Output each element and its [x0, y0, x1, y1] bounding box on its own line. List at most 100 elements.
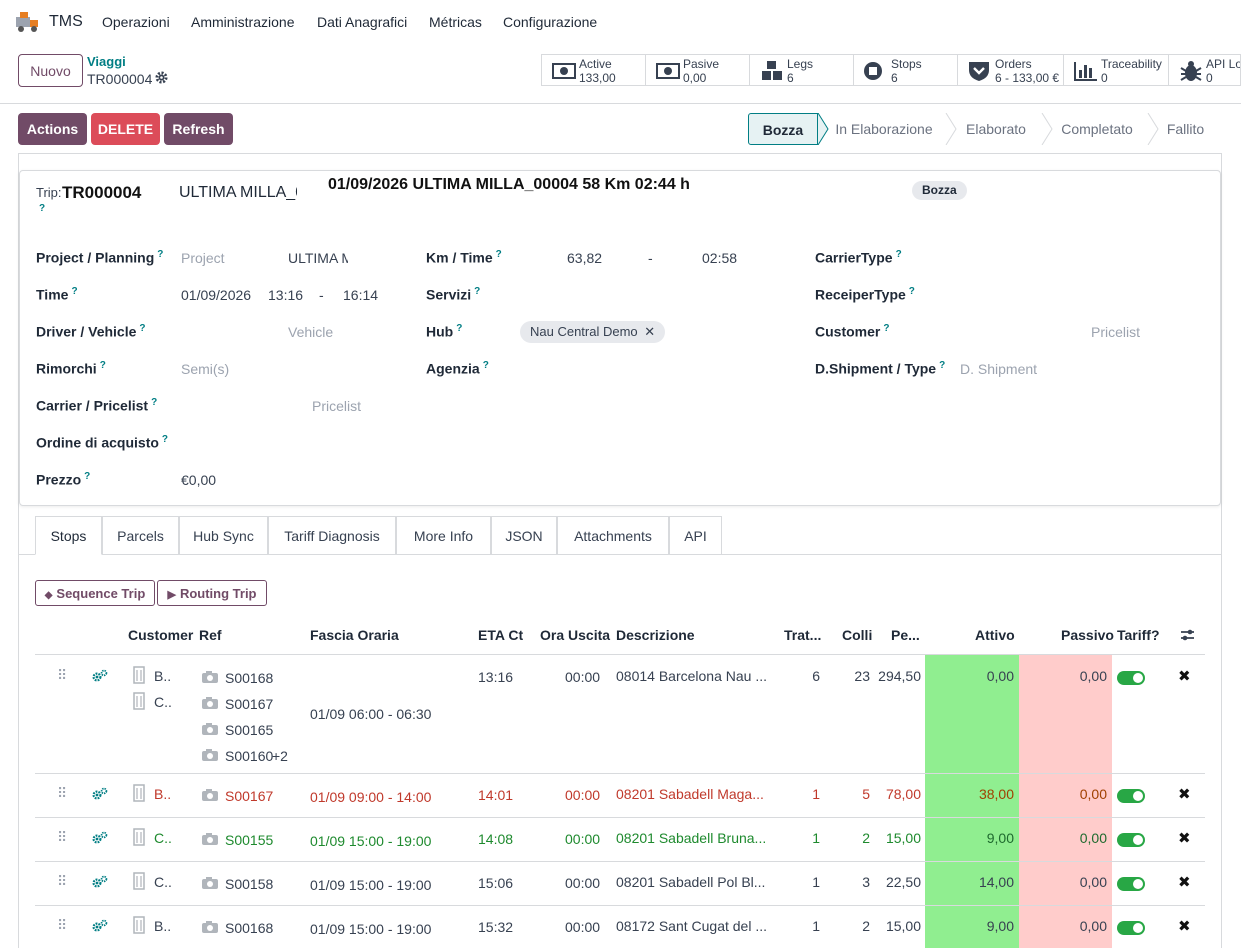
ref-cell[interactable]: S00165 — [225, 722, 274, 738]
passivo-cell[interactable]: 0,00 — [1079, 830, 1107, 846]
cogs-icon[interactable] — [92, 919, 108, 936]
col-passivo[interactable]: Passivo — [1061, 627, 1114, 643]
customer-pricelist-input[interactable]: Pricelist — [1091, 324, 1141, 340]
col-eta[interactable]: ETA Ct — [478, 627, 524, 643]
status-in-elaborazione[interactable]: In Elaborazione — [835, 121, 933, 137]
help-icon[interactable]: ? — [908, 286, 915, 297]
date-input[interactable]: 01/09/2026 — [181, 287, 251, 303]
col-customer[interactable]: Customer — [128, 627, 194, 643]
tab-stops[interactable]: Stops — [35, 516, 102, 555]
delete-button[interactable]: DELETE — [91, 113, 160, 145]
ref-cell[interactable]: S00158 — [225, 876, 274, 892]
end-time-input[interactable]: 16:14 — [343, 287, 379, 303]
tariff-toggle[interactable] — [1117, 671, 1145, 685]
ora-uscita-cell[interactable]: 00:00 — [565, 919, 601, 935]
tariff-toggle[interactable] — [1117, 921, 1145, 935]
col-ora-uscita[interactable]: Ora Uscita — [540, 627, 611, 643]
gear-icon[interactable] — [155, 71, 168, 84]
tab-json[interactable]: JSON — [491, 516, 557, 555]
col-peso[interactable]: Pe... — [891, 627, 920, 643]
customer-cell[interactable]: C.. — [154, 874, 172, 890]
tariff-toggle[interactable] — [1117, 833, 1145, 847]
delete-row-icon[interactable]: ✖ — [1178, 668, 1191, 685]
hub-tag[interactable]: Nau Central Demo ✕ — [520, 321, 666, 343]
customer-cell[interactable]: C.. — [154, 694, 172, 710]
customer-cell[interactable]: B.. — [154, 786, 172, 802]
help-icon[interactable]: ? — [84, 471, 91, 482]
tab-parcels[interactable]: Parcels — [102, 516, 179, 555]
drag-handle-icon[interactable]: ⠿ — [57, 829, 67, 845]
planning-input[interactable]: ULTIMA M — [288, 250, 348, 266]
delete-row-icon[interactable]: ✖ — [1178, 786, 1191, 803]
cogs-icon[interactable] — [92, 787, 108, 804]
menu-metricas[interactable]: Métricas — [429, 14, 482, 30]
smart-button-stops[interactable]: Stops 6 — [853, 54, 957, 86]
help-icon[interactable]: ? — [151, 397, 158, 408]
semi-input[interactable]: Semi(s) — [181, 361, 230, 377]
tariff-toggle[interactable] — [1117, 789, 1145, 803]
delete-row-icon[interactable]: ✖ — [1178, 830, 1191, 847]
smart-button-legs[interactable]: Legs 6 — [749, 54, 853, 86]
ref-cell[interactable]: S00160 — [225, 748, 274, 764]
col-attivo[interactable]: Attivo — [975, 627, 1015, 643]
help-icon[interactable]: ? — [99, 360, 106, 371]
ora-uscita-cell[interactable]: 00:00 — [565, 669, 601, 685]
status-completato[interactable]: Completato — [1061, 121, 1133, 137]
ora-uscita-cell[interactable]: 00:00 — [565, 831, 601, 847]
attivo-cell[interactable]: 9,00 — [986, 830, 1014, 846]
cogs-icon[interactable] — [92, 669, 108, 686]
customer-cell[interactable]: C.. — [154, 830, 172, 846]
menu-configurazione[interactable]: Configurazione — [503, 14, 598, 30]
delete-row-icon[interactable]: ✖ — [1178, 918, 1191, 935]
breadcrumb-viaggi[interactable]: Viaggi — [87, 54, 126, 69]
help-icon[interactable]: ? — [157, 249, 164, 260]
help-icon[interactable]: ? — [474, 286, 481, 297]
ref-cell[interactable]: S00167 — [225, 788, 274, 804]
passivo-cell[interactable]: 0,00 — [1079, 918, 1107, 934]
close-icon[interactable]: ✕ — [644, 324, 656, 339]
col-colli[interactable]: Colli — [842, 627, 873, 643]
ref-cell[interactable]: S00167 — [225, 696, 274, 712]
ora-uscita-cell[interactable]: 00:00 — [565, 875, 601, 891]
menu-dati-anagrafici[interactable]: Dati Anagrafici — [317, 14, 408, 30]
menu-operazioni[interactable]: Operazioni — [102, 14, 170, 30]
customer-cell[interactable]: B.. — [154, 918, 172, 934]
drag-handle-icon[interactable]: ⠿ — [57, 873, 67, 889]
prezzo-value[interactable]: €0,00 — [181, 472, 217, 488]
project-input[interactable]: Project — [181, 250, 225, 266]
sequence-trip-button[interactable]: ◆ Sequence Trip — [35, 580, 155, 606]
status-bozza[interactable]: Bozza — [748, 113, 818, 145]
tab-more-info[interactable]: More Info — [396, 516, 491, 555]
smart-button-active[interactable]: Active 133,00 — [541, 54, 645, 86]
menu-amministrazione[interactable]: Amministrazione — [191, 14, 295, 30]
ref-more-badge[interactable]: +2 — [272, 748, 288, 764]
actions-button[interactable]: Actions — [18, 113, 87, 145]
status-elaborato[interactable]: Elaborato — [966, 121, 1026, 137]
help-icon[interactable]: ? — [895, 249, 902, 260]
delete-row-icon[interactable]: ✖ — [1178, 874, 1191, 891]
attivo-cell[interactable]: 14,00 — [978, 874, 1014, 890]
start-time-input[interactable]: 13:16 — [268, 287, 304, 303]
tab-attachments[interactable]: Attachments — [557, 516, 669, 555]
dshipment-input[interactable]: D. Shipment — [960, 361, 1038, 377]
passivo-cell[interactable]: 0,00 — [1079, 668, 1107, 684]
col-trat[interactable]: Trat... — [784, 627, 822, 643]
new-button[interactable]: Nuovo — [18, 54, 83, 87]
column-settings-icon[interactable] — [1180, 628, 1195, 642]
app-name[interactable]: TMS — [49, 13, 83, 30]
refresh-button[interactable]: Refresh — [164, 113, 233, 145]
smart-button-pasive[interactable]: Pasive 0,00 — [645, 54, 749, 86]
cogs-icon[interactable] — [92, 831, 108, 848]
ref-cell[interactable]: S00168 — [225, 670, 274, 686]
customer-cell[interactable]: B.. — [154, 668, 172, 684]
help-icon[interactable]: ? — [456, 323, 463, 334]
trip-name-input[interactable]: ULTIMA MILLA_0 — [179, 184, 297, 201]
cogs-icon[interactable] — [92, 875, 108, 892]
km-input[interactable]: 63,82 — [567, 250, 603, 266]
tab-api[interactable]: API — [669, 516, 722, 555]
help-icon[interactable]: ? — [161, 434, 169, 445]
ref-cell[interactable]: S00168 — [225, 920, 274, 936]
help-icon[interactable]: ? — [939, 360, 946, 371]
smart-button-traceability[interactable]: Traceability 0 — [1063, 54, 1168, 86]
attivo-cell[interactable]: 0,00 — [986, 668, 1014, 684]
